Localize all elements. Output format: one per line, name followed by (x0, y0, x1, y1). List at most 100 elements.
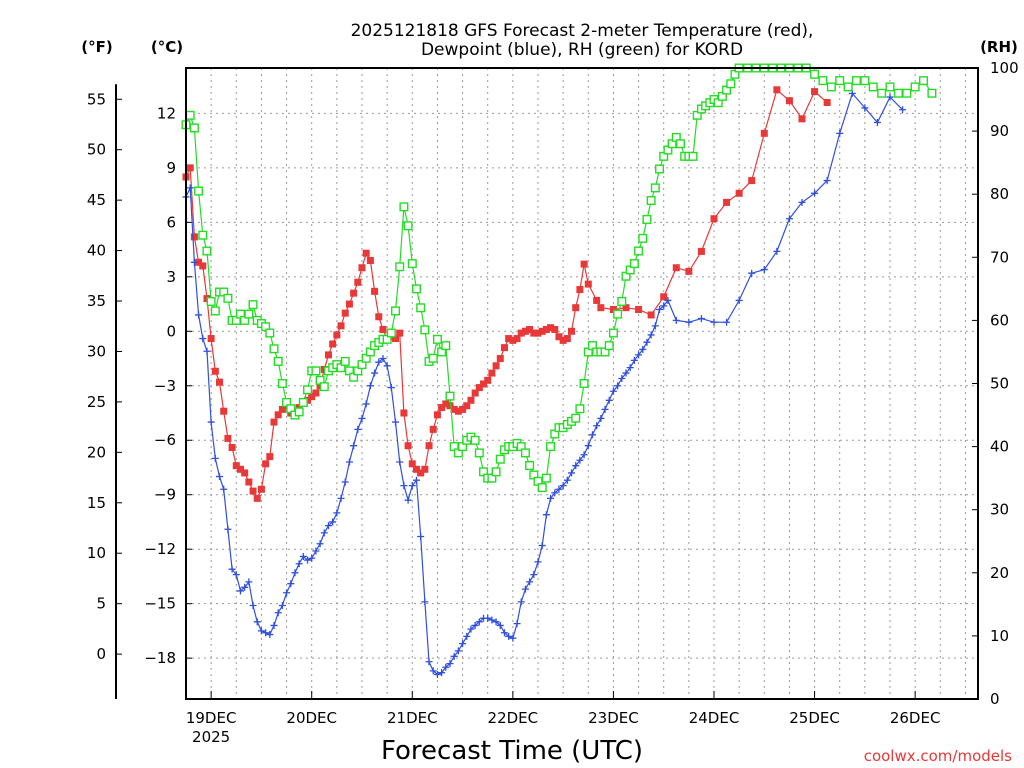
temperature-point (354, 278, 362, 286)
celsius-tick-label: −15 (144, 595, 176, 613)
temperature-point (593, 296, 601, 304)
rh-point (399, 202, 409, 212)
dewpoint-point (429, 667, 437, 675)
dewpoint-point (588, 431, 596, 439)
temperature-point (551, 325, 559, 333)
dewpoint-point (526, 578, 534, 586)
dewpoint-point (207, 418, 215, 426)
dewpoint-point (597, 414, 605, 422)
temperature-point (735, 189, 743, 197)
temperature-point (492, 362, 500, 370)
fahrenheit-unit-label: (°F) (81, 38, 112, 56)
temperature-point (471, 389, 479, 397)
temperature-point (308, 393, 316, 401)
temperature-point (622, 304, 630, 312)
plot-frame (185, 67, 979, 700)
dewpoint-point (505, 632, 513, 640)
rh-point (546, 442, 556, 452)
rh-point (277, 379, 287, 389)
x-axis-label: Forecast Time (UTC) (381, 736, 643, 766)
dewpoint-point (723, 318, 731, 326)
temperature-point (526, 325, 534, 333)
dewpoint-point (224, 525, 232, 533)
dewpoint-point (538, 542, 546, 550)
dewpoint-point (190, 258, 198, 266)
rh-tick-label: 20 (990, 564, 1009, 582)
rh-point (877, 88, 887, 98)
rh-point (646, 196, 656, 206)
dewpoint-point (383, 362, 391, 370)
dewpoint-point (270, 621, 278, 629)
temperature-point (467, 396, 475, 404)
temperature-point (312, 389, 320, 397)
temperature-point (241, 469, 249, 477)
temperature-point (710, 215, 718, 223)
rh-point (303, 385, 313, 395)
dewpoint-point (257, 627, 265, 635)
dewpoint-point (605, 396, 613, 404)
temperature-point (773, 86, 781, 94)
time-tick-label: 19DEC (186, 709, 237, 727)
temperature-point (232, 462, 240, 470)
rh-point (613, 309, 623, 319)
temperature-point (660, 293, 668, 301)
temperature-point (748, 177, 756, 185)
temperature-point (697, 247, 705, 255)
dewpoint-point (697, 315, 705, 323)
temperature-point (236, 465, 244, 473)
time-tick-label: 25DEC (789, 709, 840, 727)
rh-point (579, 379, 589, 389)
dewpoint-point (433, 670, 441, 678)
dewpoint-point (324, 522, 332, 530)
rh-tick-label: 0 (990, 690, 1000, 708)
dewpoint-point (417, 532, 425, 540)
rh-point (910, 82, 920, 92)
rh-point (403, 221, 413, 231)
temperature-point (350, 289, 358, 297)
fahrenheit-tick-label: 40 (87, 242, 106, 260)
temperature-point (517, 329, 525, 337)
temperature-point (337, 322, 345, 330)
temperature-point (463, 402, 471, 410)
temperature-point (228, 444, 236, 452)
rh-point (416, 303, 426, 313)
temperature-point (371, 287, 379, 295)
temperature-point (580, 260, 588, 268)
dewpoint-point (228, 565, 236, 573)
temperature-point (584, 280, 592, 288)
dewpoint-point (337, 494, 345, 502)
rh-unit-label: (RH) (980, 38, 1018, 56)
dewpoint-point (295, 560, 303, 568)
rh-point (575, 404, 585, 414)
rh-point (395, 262, 405, 272)
dewpoint-point (576, 456, 584, 464)
rh-point (726, 79, 736, 89)
dewpoint-point (375, 358, 383, 366)
temperature-point (278, 405, 286, 413)
temperature-point (429, 425, 437, 433)
dewpoint-point (601, 405, 609, 413)
temperature-point (417, 469, 425, 477)
rh-point (893, 88, 903, 98)
dewpoint-point (262, 629, 270, 637)
temperature-point (530, 329, 538, 337)
temperature-point (672, 264, 680, 272)
dewpoint-point (748, 269, 756, 277)
dewpoint-point (672, 316, 680, 324)
celsius-tick-label: −12 (144, 540, 176, 558)
dewpoint-point (274, 609, 282, 617)
celsius-tick-label: −18 (144, 649, 176, 667)
dewpoint-point (685, 318, 693, 326)
rh-tick-label: 60 (990, 311, 1009, 329)
dewpoint-point (278, 601, 286, 609)
temperature-point (392, 335, 400, 343)
dewpoint-point (412, 476, 420, 484)
dewpoint-series (182, 89, 907, 678)
temperature-point (450, 405, 458, 413)
dewpoint-point (760, 266, 768, 274)
rh-point (818, 76, 828, 86)
dewpoint-point (438, 669, 446, 677)
dewpoint-point (308, 554, 316, 562)
